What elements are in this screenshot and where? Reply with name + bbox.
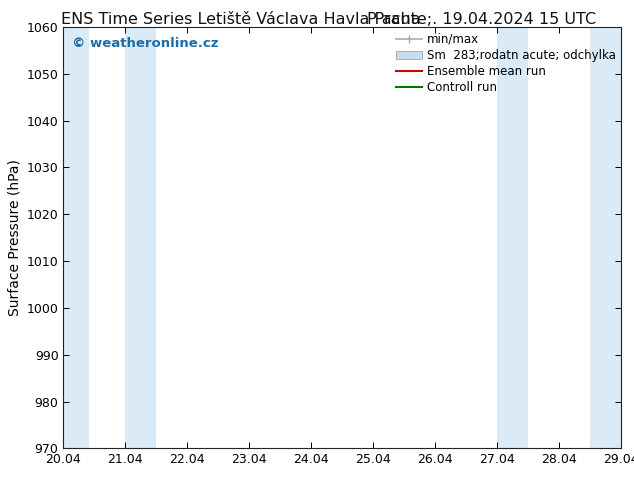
Text: ENS Time Series Letiště Václava Havla Praha: ENS Time Series Letiště Václava Havla Pr… xyxy=(61,12,421,27)
Text: © weatheronline.cz: © weatheronline.cz xyxy=(72,38,218,50)
Y-axis label: Surface Pressure (hPa): Surface Pressure (hPa) xyxy=(7,159,21,316)
Bar xyxy=(497,27,528,448)
Text: P acute;. 19.04.2024 15 UTC: P acute;. 19.04.2024 15 UTC xyxy=(367,12,597,27)
Bar xyxy=(590,27,626,448)
Legend: min/max, Sm  283;rodatn acute; odchylka, Ensemble mean run, Controll run: min/max, Sm 283;rodatn acute; odchylka, … xyxy=(396,33,616,94)
Bar xyxy=(58,27,89,448)
Bar xyxy=(126,27,157,448)
